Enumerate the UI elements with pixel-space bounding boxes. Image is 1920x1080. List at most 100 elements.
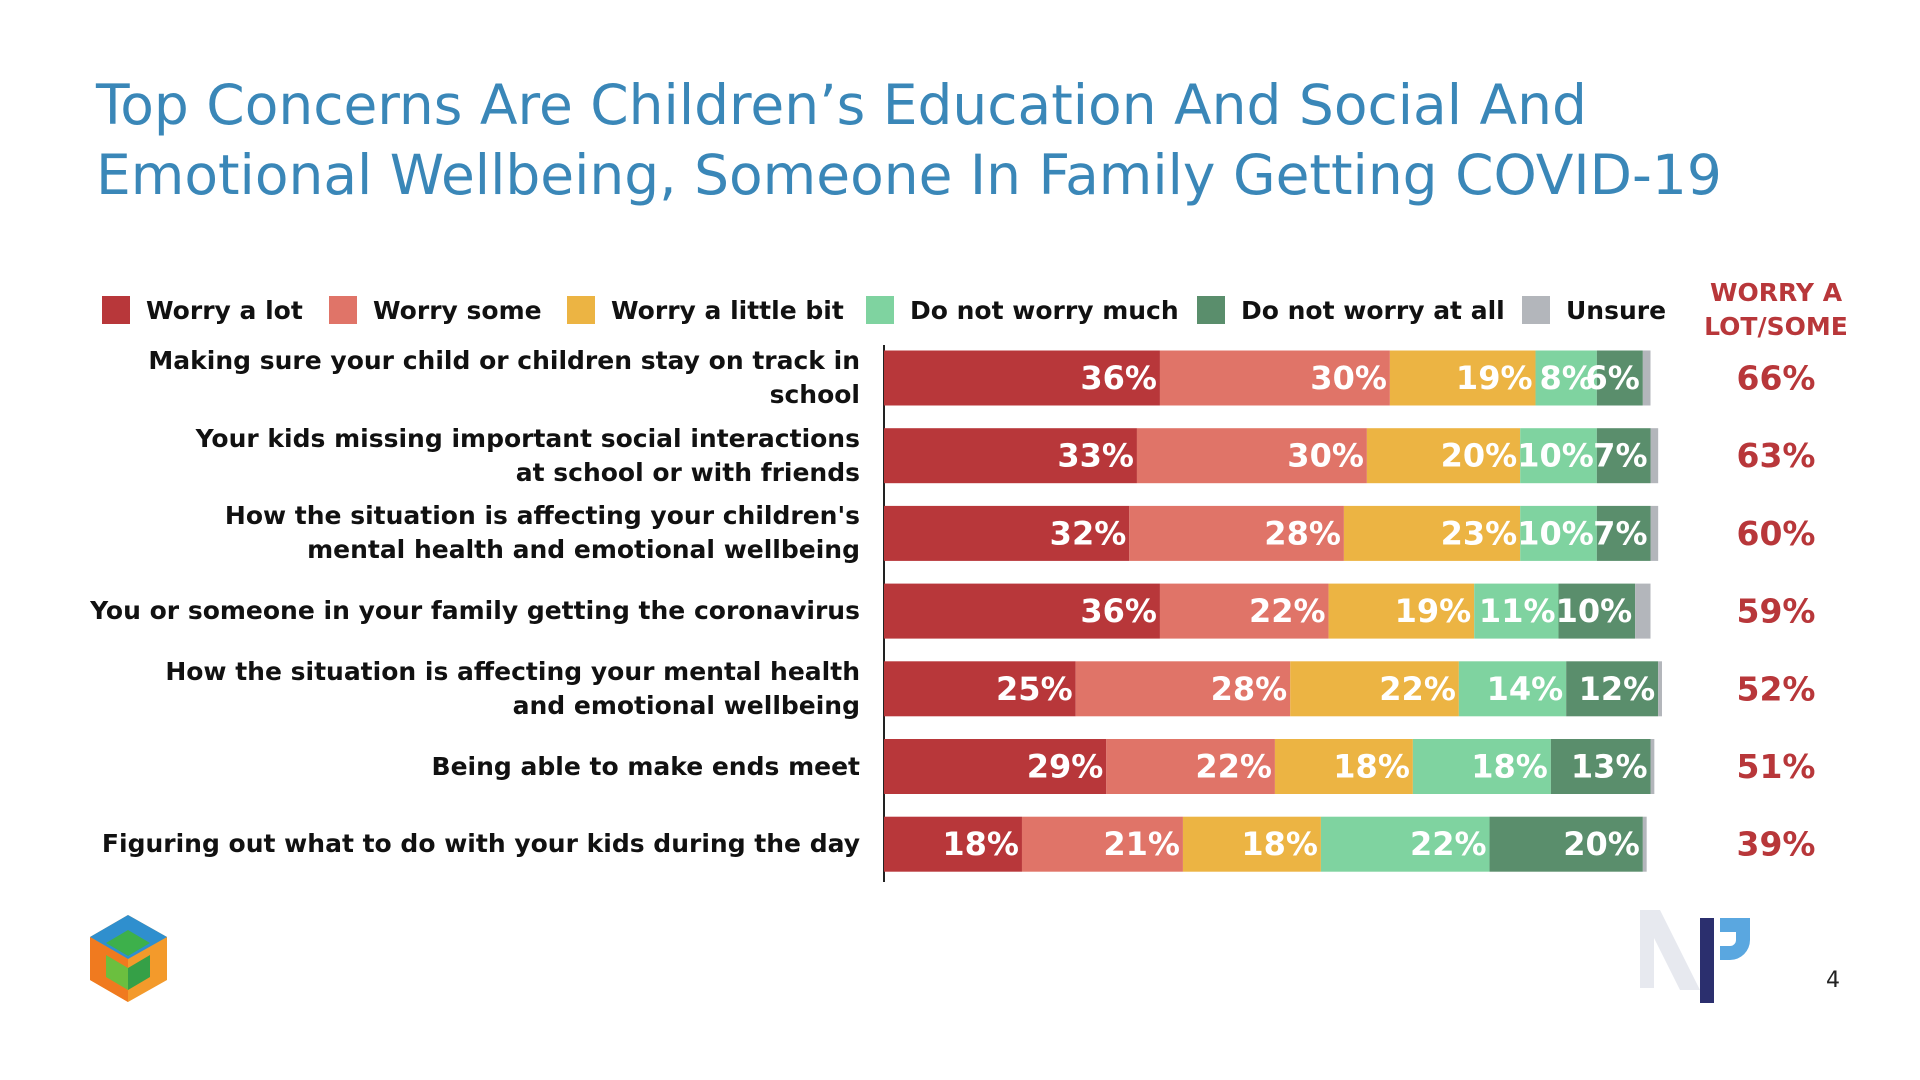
page-number: 4 [1826,968,1840,993]
bar-segment [1320,816,1490,872]
legend-label: Worry a lot [146,296,303,325]
bar-segment [884,350,1160,406]
bar-segment [1159,583,1329,639]
data-label: 21% [1103,825,1180,863]
data-label: 10% [1517,437,1594,475]
bar-segment [1650,428,1659,484]
bar-segment [1290,661,1459,717]
bar-segment [1106,739,1275,794]
bar-segment [1412,739,1551,794]
category-label: How the situation is affecting your chil… [224,501,860,565]
bar-segment [884,583,1160,639]
legend-label: Unsure [1566,296,1666,325]
bar-segment [1596,505,1651,561]
legend-swatch [1522,296,1550,324]
bar-segment [1535,350,1597,406]
data-label: 12% [1579,670,1656,708]
bar-segment [1596,350,1643,406]
net-value: 66% [1737,359,1816,398]
data-label: 13% [1571,748,1648,786]
data-label: 30% [1287,437,1364,475]
data-label: 18% [942,825,1019,863]
bar-segment [1129,505,1344,561]
net-value: 39% [1737,825,1816,864]
data-label: 32% [1050,514,1127,552]
data-label: 28% [1264,514,1341,552]
data-label: 8% [1540,359,1594,397]
data-label: 20% [1563,825,1640,863]
data-label: 7% [1593,514,1647,552]
bar-segment [884,505,1130,561]
legend-swatch [102,296,130,324]
category-label: Figuring out what to do with your kids d… [101,829,860,859]
bar-segment [884,428,1137,484]
net-value: 52% [1737,669,1816,708]
bar-segment [1642,350,1651,406]
bar-segment [1489,816,1643,872]
data-label: 36% [1080,592,1157,630]
logo-cube [90,915,167,1002]
logo-np [1640,910,1750,1003]
bar-segment [1159,350,1390,406]
category-label: Making sure your child or children stay … [148,346,860,409]
data-label: 22% [1195,748,1272,786]
bar-segment [1520,428,1597,484]
data-label: 20% [1441,437,1518,475]
net-value: 51% [1737,747,1816,786]
bar-segment [884,816,1022,872]
bar-segment [1520,505,1597,561]
legend-label: Worry some [373,296,542,325]
bar-segment [1650,505,1659,561]
net-value: 63% [1737,436,1816,475]
category-label: Your kids missing important social inter… [195,423,860,487]
data-label: 19% [1456,359,1533,397]
legend-swatch [329,296,357,324]
data-label: 28% [1211,670,1288,708]
bar-segment [1182,816,1321,872]
bar-segment [1366,428,1521,484]
bar-segment [1635,583,1651,639]
bar-segment [1596,428,1651,484]
bar-segment [1658,661,1662,717]
bar-segment [884,661,1076,717]
bar-segment [1650,739,1655,794]
legend-label: Worry a little bit [611,296,844,325]
net-value: 60% [1737,514,1816,553]
data-label: 36% [1080,359,1157,397]
data-label: 18% [1471,748,1548,786]
data-label: 19% [1395,592,1472,630]
data-label: 18% [1333,748,1410,786]
data-label: 18% [1241,825,1318,863]
legend-swatch [567,296,595,324]
bar-segment [1328,583,1475,639]
bar-segment [1075,661,1291,717]
bar-segment [884,739,1107,794]
category-label: How the situation is affecting your ment… [165,656,860,720]
bar-segment [1389,350,1536,406]
net-header: WORRY A LOT/SOME [1704,278,1848,341]
data-label: 23% [1441,514,1518,552]
bar-segment [1274,739,1413,794]
bar-segment [1458,661,1567,717]
net-value: 59% [1737,592,1816,631]
data-label: 29% [1027,748,1104,786]
bar-segment [1136,428,1367,484]
data-label: 25% [996,670,1073,708]
bar-segment [1558,583,1636,639]
legend-label: Do not worry at all [1241,296,1505,325]
bar-segment [1642,816,1647,872]
bar-segment [1474,583,1559,639]
bar-segment [1021,816,1183,872]
legend-swatch [866,296,894,324]
data-label: 10% [1517,514,1594,552]
data-label: 7% [1593,437,1647,475]
category-label: Being able to make ends meet [431,751,860,781]
data-label: 33% [1057,437,1134,475]
category-label: You or someone in your family getting th… [90,596,860,626]
bar-segment [1566,661,1659,717]
data-label: 22% [1249,592,1326,630]
data-label: 14% [1487,670,1564,708]
data-label: 22% [1410,825,1487,863]
